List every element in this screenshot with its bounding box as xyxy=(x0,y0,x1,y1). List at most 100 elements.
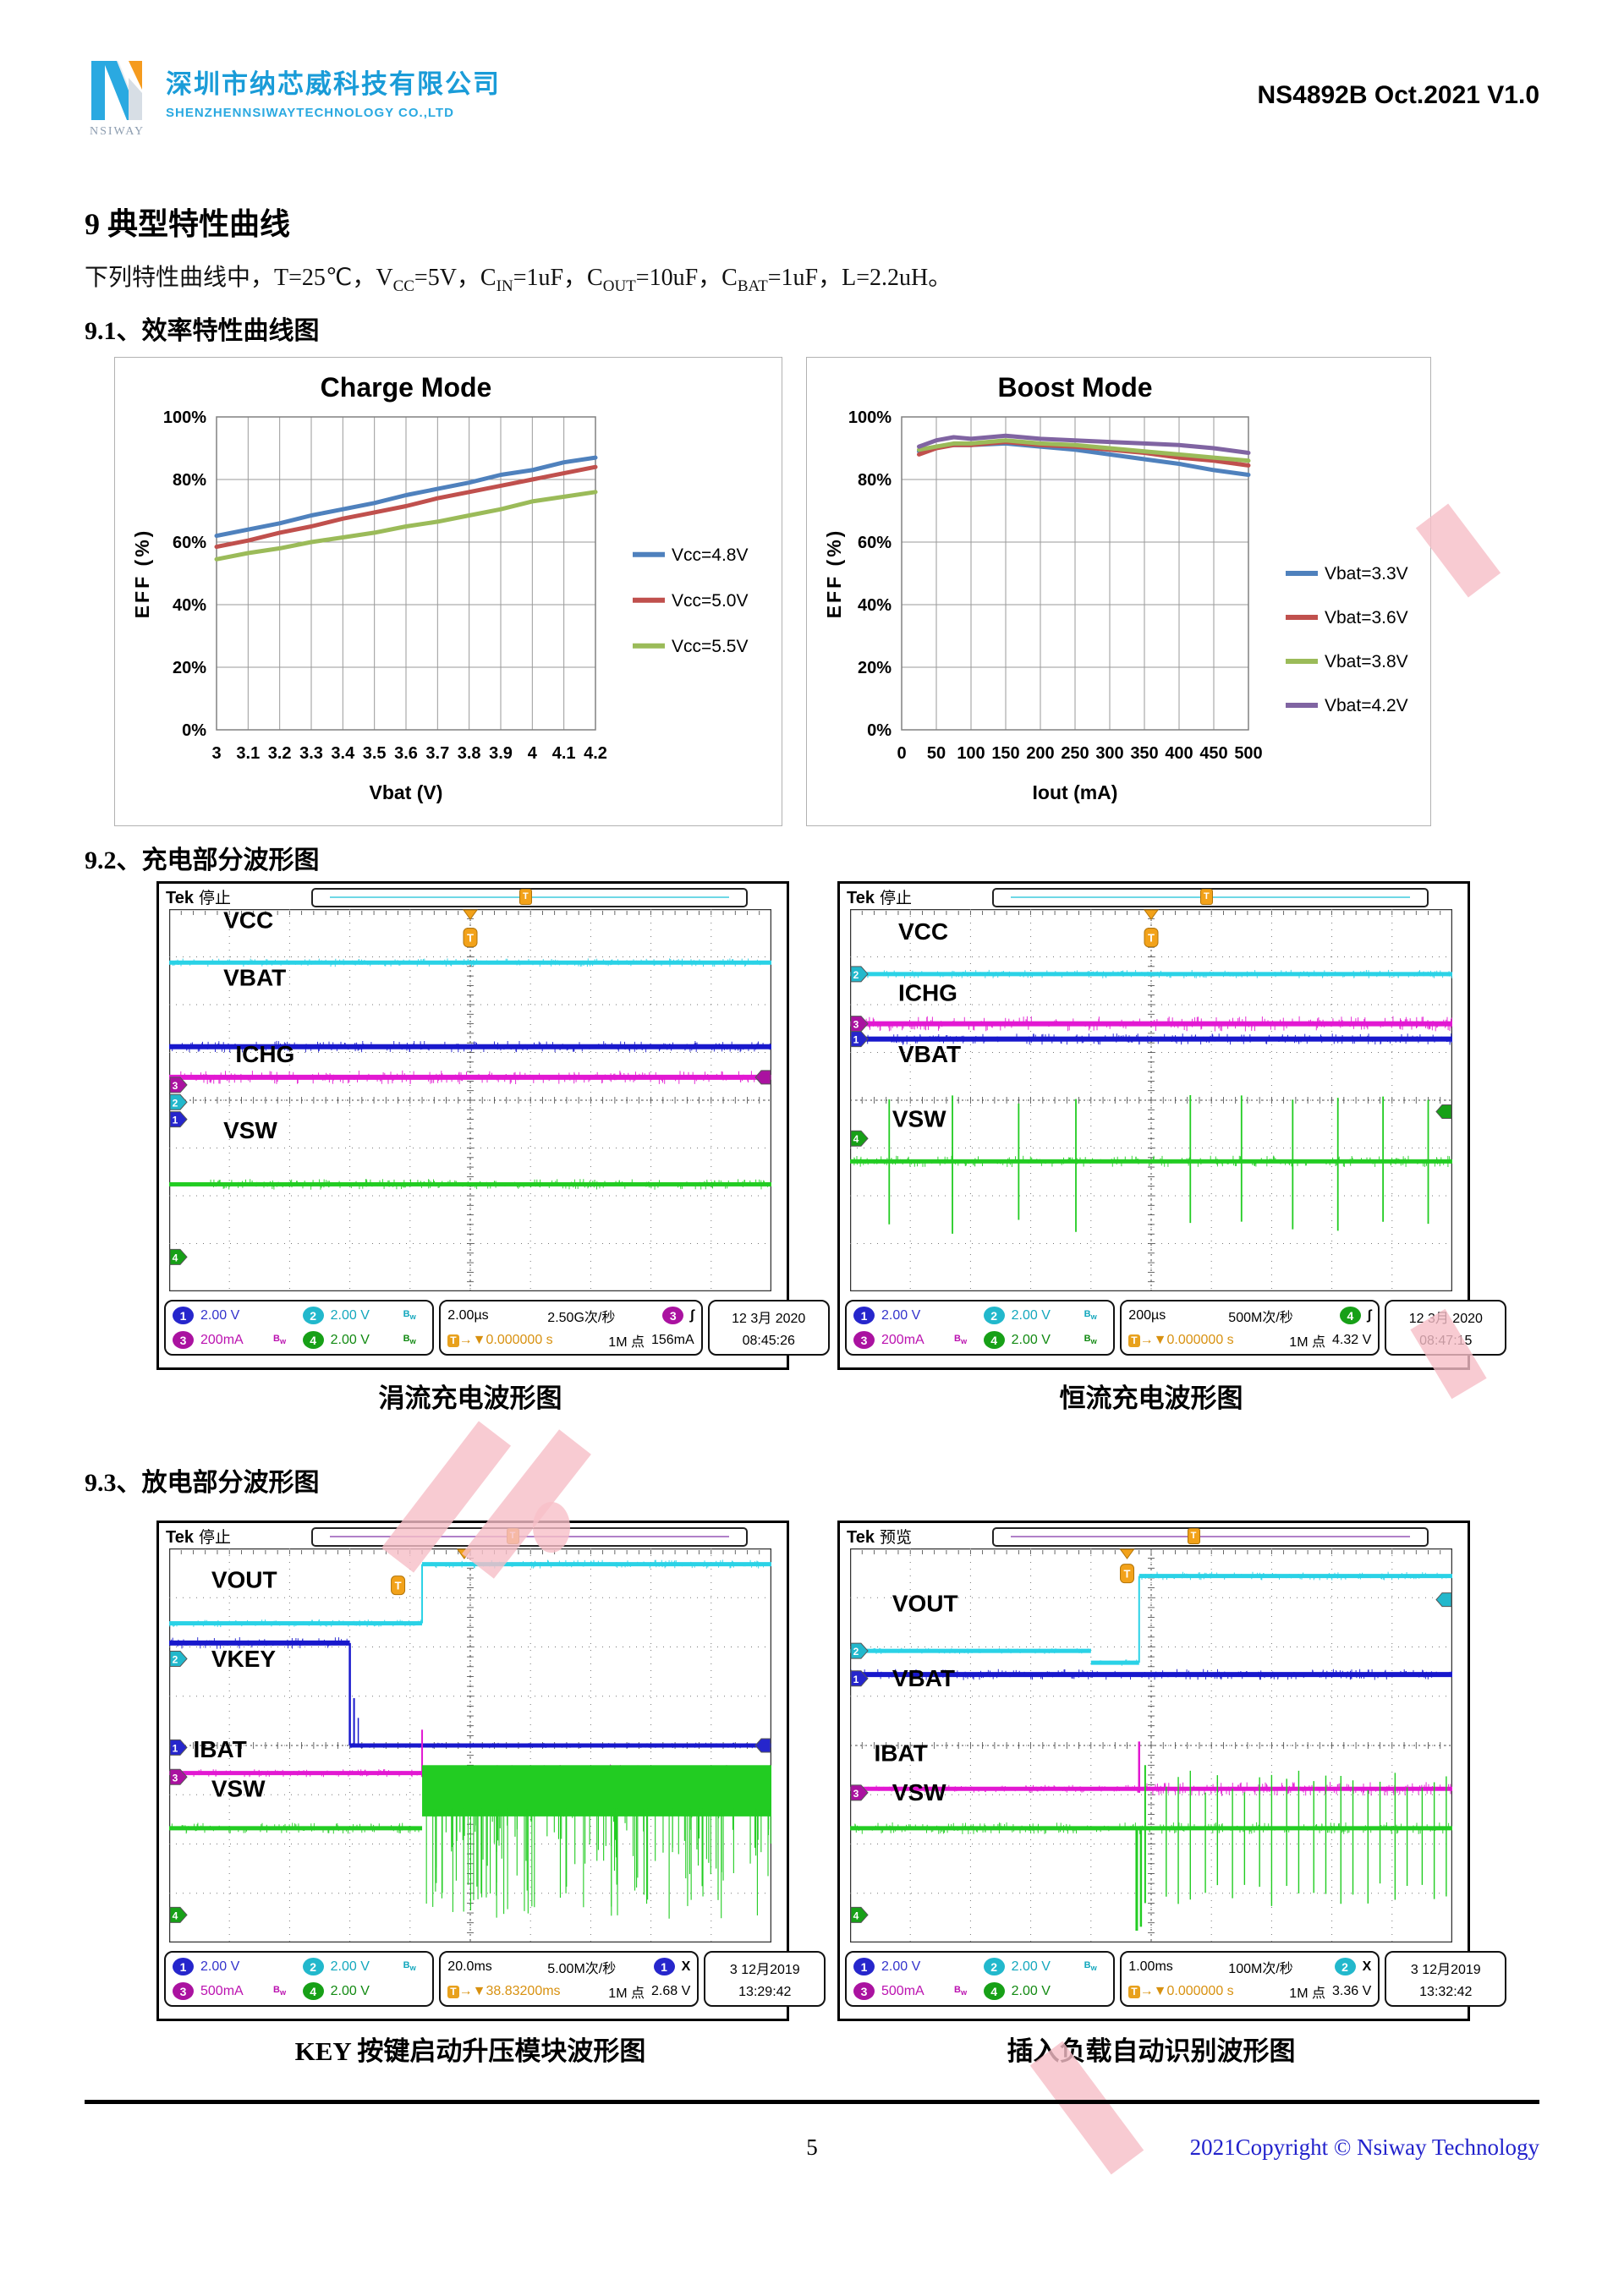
logo-text: NSIWAY xyxy=(90,125,145,137)
channel-marker xyxy=(169,1077,188,1093)
series-line xyxy=(214,464,598,550)
legend-label: Vcc=4.8V xyxy=(672,545,748,565)
channel-badge: 2 xyxy=(983,1958,1005,1975)
trace-label: VCC xyxy=(898,918,948,945)
channel-scale: 2.00 V xyxy=(200,1959,240,1974)
channel-badge: 1 xyxy=(853,1958,875,1975)
channel-readout: 2 2.00 V Bw xyxy=(983,1307,1107,1324)
trace-label: IBAT xyxy=(193,1736,246,1762)
svg-text:1: 1 xyxy=(853,1034,859,1046)
caption-key: KEY 按键启动升压模块波形图 xyxy=(294,2036,646,2066)
readout-datetime: 12 3月 2020 08:47:15 xyxy=(1385,1300,1507,1356)
x-tick-label: 4.2 xyxy=(584,744,607,763)
footer-rule xyxy=(85,2100,1539,2104)
copyright: 2021Copyright © Nsiway Technology xyxy=(1189,2134,1539,2160)
section-9-3-title: 9.3、放电部分波形图 xyxy=(85,1469,320,1497)
trace-band xyxy=(850,1786,1139,1791)
channel-readout: 2 2.00 V Bw xyxy=(983,1958,1107,1975)
trace-band xyxy=(169,1621,423,1626)
x-tick-label: 50 xyxy=(927,744,946,763)
svg-text:2: 2 xyxy=(853,969,859,981)
scope-constant-current: Tek 停止 T 2 3 1 4 T VCC ICHG VBAT VSW 1 2.00 V 2 2.00 V B… xyxy=(837,881,1507,1370)
channel-badge: 1 xyxy=(853,1307,875,1324)
channel-badge: 2 xyxy=(983,1307,1005,1324)
trigger-level-arrow xyxy=(1435,1592,1452,1608)
y-tick-label: 80% xyxy=(173,471,206,490)
trace-band xyxy=(169,1074,771,1080)
trace-band xyxy=(169,1771,423,1776)
bandwidth-flag: Bw xyxy=(954,1985,968,1997)
readout-channels: 1 2.00 V 2 2.00 V Bw 3 500mA Bw 4 2.00 V xyxy=(164,1951,435,2007)
readout-timebase: 1.00ms 100M次/秒 2 X T →▼0.000000 s 1M 点 3.36 V xyxy=(1120,1951,1380,2007)
document-id: NS4892B Oct.2021 V1.0 xyxy=(1257,81,1539,109)
channel-scale: 2.00 V xyxy=(1011,1959,1051,1974)
channel-marker xyxy=(850,1130,869,1147)
trace-band xyxy=(169,1826,423,1831)
trace-label: ICHG xyxy=(235,1041,294,1067)
bandwidth-flag: Bw xyxy=(273,1334,287,1346)
y-tick-label: 0% xyxy=(182,721,206,740)
trace-band xyxy=(850,1021,1452,1027)
x-tick-label: 3.5 xyxy=(363,744,387,763)
scope-trickle-charge: Tek 停止 T 3 2 1 4 T VCC VBAT ICHG VSW 1 2.00 V 2 2.00 V B… xyxy=(156,881,830,1370)
svg-text:4: 4 xyxy=(173,1252,178,1263)
company-name-cn: 深圳市纳芯威科技有限公司 xyxy=(166,69,501,99)
record-points: 1M 点 xyxy=(1289,1334,1325,1350)
svg-text:3: 3 xyxy=(853,1019,859,1031)
trigger-level: 156mA xyxy=(650,1332,694,1347)
svg-text:3: 3 xyxy=(173,1772,178,1784)
series-line xyxy=(917,433,1251,455)
channel-marker xyxy=(850,1642,869,1659)
svg-text:2: 2 xyxy=(173,1653,178,1665)
trigger-t-icon xyxy=(463,928,478,948)
x-tick-label: 3.4 xyxy=(331,744,355,763)
x-tick-label: 3.9 xyxy=(489,744,513,763)
record-points: 1M 点 xyxy=(608,1986,645,2001)
readout-datetime: 3 12月2019 13:29:42 xyxy=(704,1951,826,2007)
x-tick-label: 300 xyxy=(1095,744,1123,763)
scope-readout-bar: 1 2.00 V 2 2.00 V Bw 3 200mA Bw 4 2.00 V Bw 200µs 50… xyxy=(845,1300,1507,1356)
channel-readout: 3 200mA Bw xyxy=(173,1331,296,1349)
text-run: =10uF，C xyxy=(635,265,738,291)
trace-band xyxy=(850,1672,1452,1678)
channel-scale: 2.00 V xyxy=(330,1983,370,1998)
scope-record-bar: T xyxy=(992,1527,1429,1547)
scope-record-bar: T xyxy=(992,888,1429,907)
trace-label: VSW xyxy=(223,1117,277,1143)
legend-item: Vcc=5.0V xyxy=(633,591,748,611)
svg-text:3: 3 xyxy=(853,1788,859,1800)
bandwidth-flag: Bw xyxy=(1084,1309,1097,1322)
x-tick-label: 3.7 xyxy=(425,744,449,763)
trigger-offset: T →▼0.000000 s xyxy=(1128,1984,1282,1999)
trace-band xyxy=(422,1562,771,1567)
caption-trickle: 涓流充电波形图 xyxy=(378,1384,562,1413)
legend-item: Vcc=4.8V xyxy=(633,545,748,565)
scope-clock: 08:45:26 xyxy=(742,1334,795,1348)
legend-label: Vbat=3.6V xyxy=(1325,608,1408,627)
scope-load-detect: Tek 预览 T 2 1 3 4 T VOUT VBAT IBAT VSW 1 2.00 V 2 2.00 V… xyxy=(837,1521,1507,2021)
legend-item: Vbat=3.3V xyxy=(1286,564,1408,584)
chart-title: Boost Mode xyxy=(997,372,1152,403)
text-run: =1uF，C xyxy=(513,265,603,291)
readout-channels: 1 2.00 V 2 2.00 V Bw 3 500mA Bw 4 2.00 V xyxy=(845,1951,1116,2007)
trigger-level: 3.36 V xyxy=(1331,1983,1372,1998)
scope-status: Tek 停止 xyxy=(847,889,912,907)
legend-item: Vcc=5.5V xyxy=(633,637,748,656)
conditions-text: 下列特性曲线中，T=25℃，VCC=5V，CIN=1uF，COUT=10uF，C… xyxy=(85,259,952,295)
page-number: 5 xyxy=(806,2134,818,2160)
legend-item: Vbat=3.8V xyxy=(1286,652,1408,671)
trace-band xyxy=(850,972,1452,977)
trace-label: VBAT xyxy=(898,1041,961,1067)
trace-band xyxy=(349,1743,771,1748)
text-run: 下列特性曲线中，T=25℃，V xyxy=(85,265,393,291)
channel-badge: 4 xyxy=(302,1331,324,1349)
trace-band xyxy=(169,1181,771,1186)
bandwidth-flag: Bw xyxy=(403,1960,416,1973)
channel-marker xyxy=(169,1248,188,1265)
svg-text:T: T xyxy=(395,1580,402,1592)
bandwidth-flag: Bw xyxy=(1084,1334,1097,1346)
scope-readout-bar: 1 2.00 V 2 2.00 V Bw 3 500mA Bw 4 2.00 V 1.00ms 100… xyxy=(845,1951,1507,2007)
y-tick-label: 80% xyxy=(858,471,892,490)
readout-timebase: 200µs 500M次/秒 4 ∫ T →▼0.000000 s 1M 点 4.32 V xyxy=(1120,1300,1380,1356)
